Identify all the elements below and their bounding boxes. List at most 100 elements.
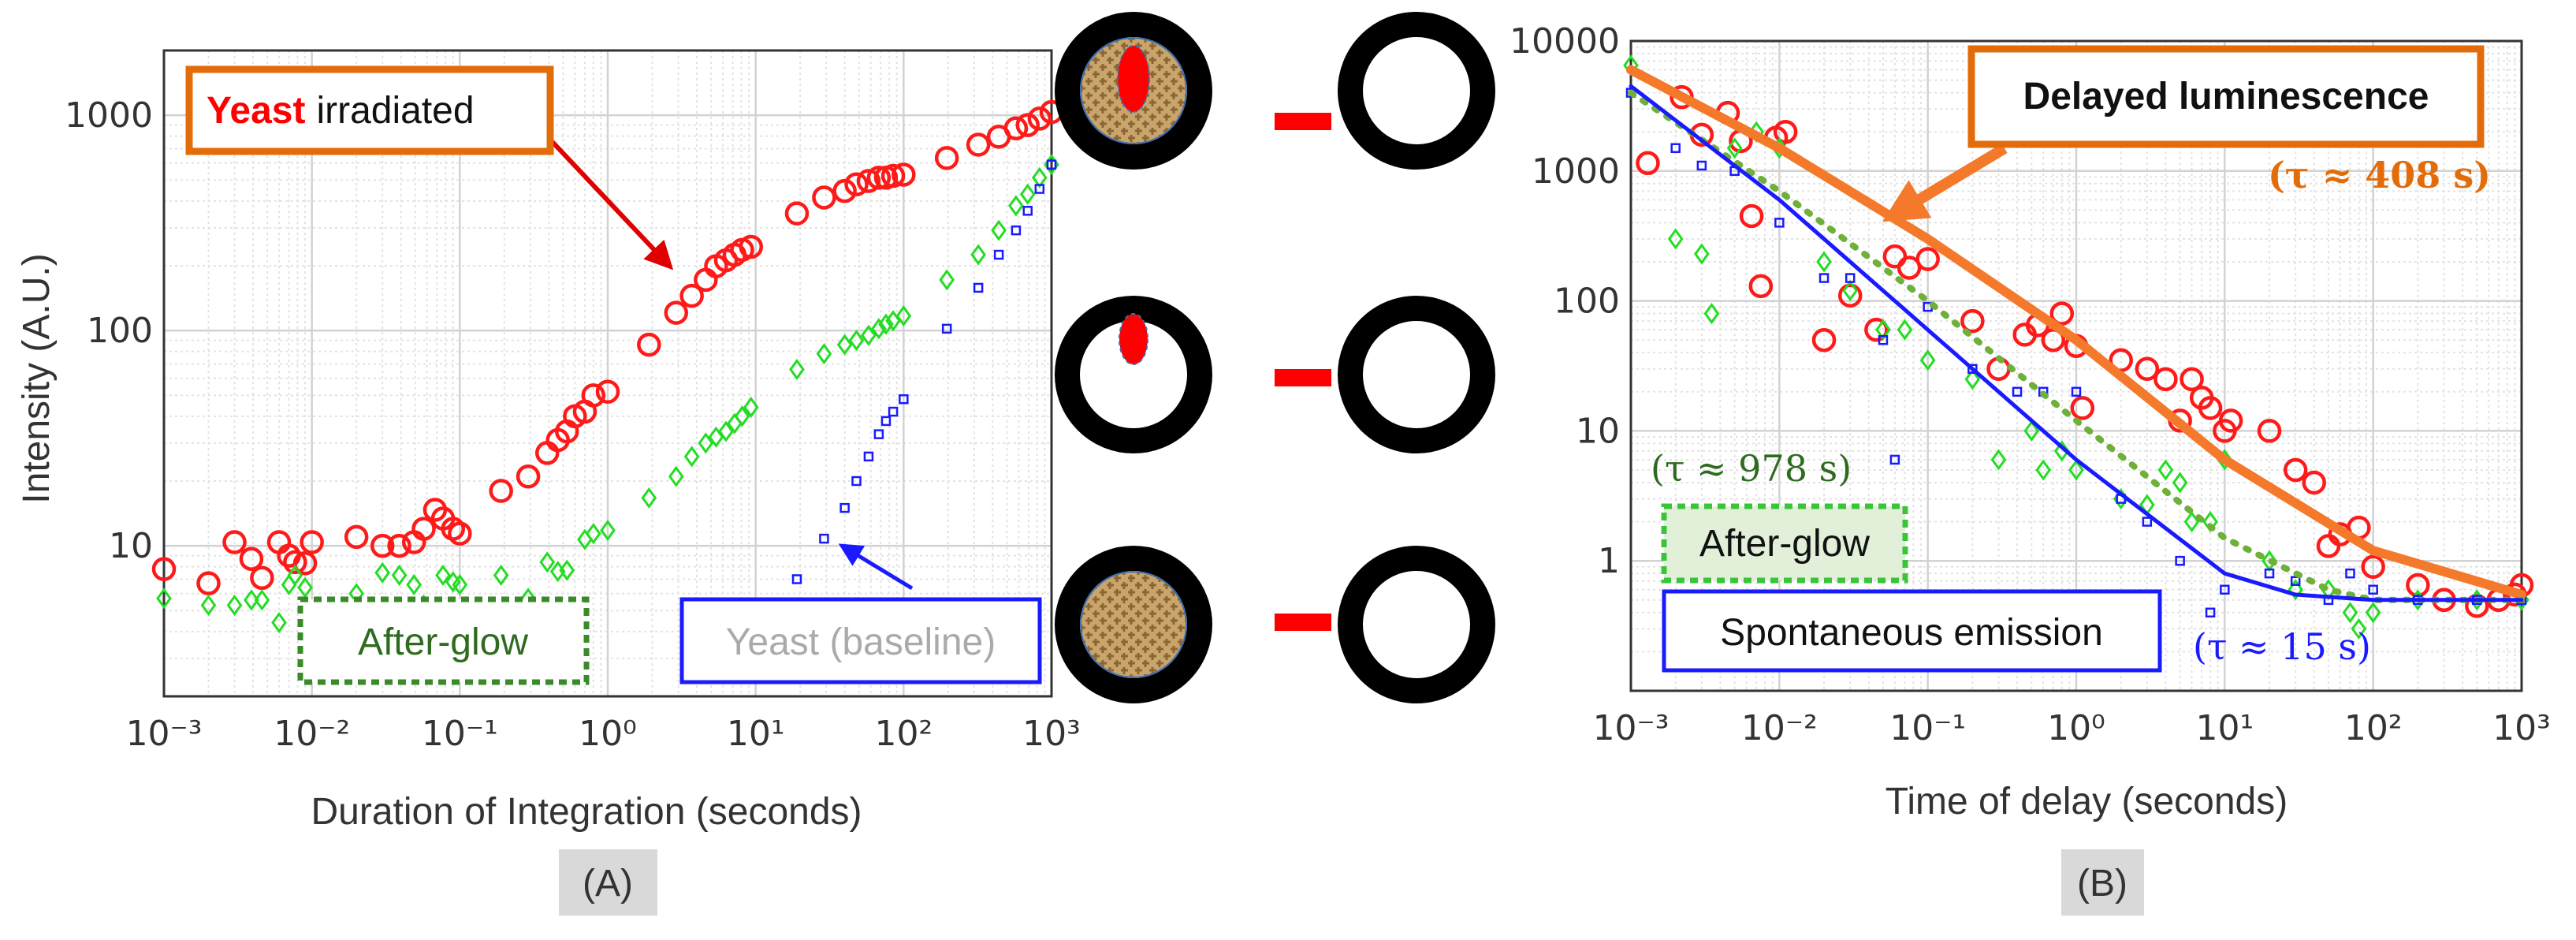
marker [2345,568,2355,579]
marker [895,305,912,327]
marker [151,557,177,581]
marker [1003,116,1029,140]
marker [848,330,865,352]
marker [668,465,684,487]
marker [1046,159,1057,170]
marker [839,502,850,513]
marker [851,476,862,487]
marker [973,282,984,293]
marker [844,172,869,196]
marker [374,561,391,584]
marker [871,318,887,340]
marker [1696,160,1707,171]
marker [254,589,270,611]
annotation: Spontaneous emission [1720,612,2103,654]
marker [934,146,959,170]
marker [1967,364,1978,375]
marker [664,300,689,325]
marker [292,551,318,576]
marker [2288,579,2304,601]
marker [406,573,423,595]
panel-label-box [2061,849,2144,916]
x-tick-label: 10⁰ [2047,708,2105,748]
marker [1670,143,1681,154]
marker [2342,602,2358,624]
marker [2135,356,2160,382]
marker [559,559,575,581]
marker [939,269,955,291]
x-tick-label: 10⁻³ [1593,708,1670,748]
x-tick-label: 10⁰ [579,714,637,754]
annotation: Delayed luminescence [2023,76,2429,118]
marker [1919,349,1936,371]
marker [698,432,714,454]
marker [1889,454,1900,465]
marker [391,564,408,587]
marker [863,451,874,462]
marker [1019,183,1036,205]
marker [1008,195,1024,217]
marker [2198,396,2223,420]
marker [1022,206,1033,216]
x-tick-label: 10² [875,714,933,754]
marker [600,520,616,542]
marker [2071,386,2082,397]
y-tick-label: 10 [1576,411,1620,451]
marker [1818,273,1830,283]
marker [2157,459,2174,481]
marker [1694,243,1710,265]
plot-frame [1629,39,2523,692]
marker [899,394,909,405]
y-tick-label: 1000 [1532,151,1620,192]
marker [226,594,243,617]
marker [2049,301,2074,326]
marker [2068,459,2084,481]
x-tick-label: 10¹ [727,714,785,754]
marker [637,332,661,357]
marker [493,564,509,587]
marker [2035,459,2052,481]
x-tick-label: 10⁻³ [126,714,203,754]
marker [1667,228,1684,250]
marker [1739,203,1764,229]
marker [993,249,1004,260]
marker [297,576,313,599]
y-tick-label: 1 [1598,541,1620,581]
annotation-box [297,596,590,685]
annotation: Yeast (baseline) [726,621,996,663]
fit-line [1626,65,2526,599]
marker [784,201,810,226]
marker [411,517,436,541]
marker [2264,568,2275,579]
marker [1875,319,1891,341]
marker [539,551,556,573]
marker [452,573,468,595]
marker [1811,327,1837,352]
marker [239,546,264,571]
x-tick-label: 10⁻¹ [1889,708,1966,748]
annotation-bold: Yeast [207,90,305,132]
marker [866,166,892,190]
annotation-box [1967,45,2485,148]
marker [2023,420,2040,442]
marker [1011,225,1022,236]
marker [734,405,750,427]
marker [2175,555,2185,566]
marker [819,533,829,544]
marker [387,533,411,558]
marker [1773,119,1798,144]
y-tick-label: 1000 [65,95,153,136]
marker [892,162,916,187]
marker [816,343,832,365]
x-tick-label: 10³ [1022,714,1081,754]
marker [1034,184,1045,194]
marker [718,420,734,442]
sample-diagram [1055,12,1495,703]
x-tick-label: 10³ [2492,708,2551,748]
annotation-box [1661,503,1908,584]
marker [2257,419,2282,443]
marker [581,383,606,408]
marker [2368,584,2378,595]
annotation: (τ ≈ 978 s) [1651,447,1852,490]
marker [1915,247,1940,271]
